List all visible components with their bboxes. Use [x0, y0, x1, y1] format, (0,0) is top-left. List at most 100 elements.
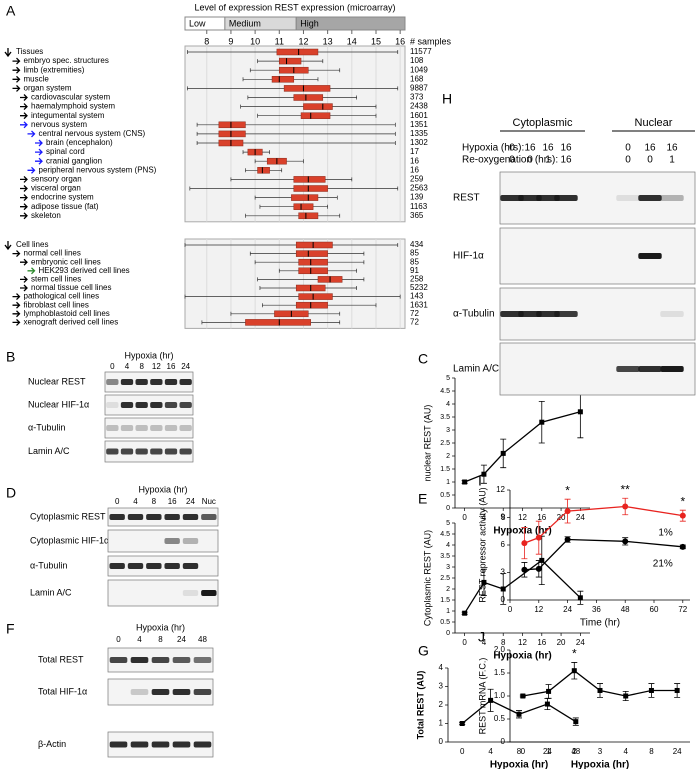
- y-tick-label: 0.5: [494, 714, 506, 723]
- band: [182, 563, 199, 569]
- condition-value: 0: [647, 155, 653, 166]
- band: [616, 195, 640, 201]
- x-tick-label: 0: [460, 747, 465, 756]
- panel-label: A: [6, 3, 16, 19]
- panel-label: C: [418, 351, 428, 367]
- band: [660, 311, 684, 317]
- band: [109, 514, 125, 520]
- sample-count: 2563: [410, 184, 428, 193]
- marker: [577, 595, 583, 601]
- row-label: normal cell lines: [24, 249, 81, 258]
- y-tick-label: 2.0: [494, 645, 506, 654]
- blot-frame: [107, 579, 219, 607]
- x-axis-label: Time (hr): [580, 618, 620, 629]
- arrow: [12, 75, 21, 83]
- x-tick-label: 0: [462, 638, 467, 647]
- arrow: [12, 84, 21, 92]
- marker: [462, 479, 468, 485]
- x-tick-label: 3: [598, 747, 603, 756]
- arrow: [35, 157, 43, 165]
- band: [172, 657, 191, 663]
- band: [106, 379, 119, 385]
- band: [106, 425, 119, 431]
- y-tick-label: 2: [446, 453, 450, 460]
- marker: [459, 721, 465, 726]
- band: [164, 379, 178, 385]
- marker: [564, 508, 571, 515]
- box: [218, 121, 246, 129]
- blot-frame: [104, 417, 194, 439]
- arrow: [20, 258, 28, 266]
- x-tick-label: 0: [462, 513, 467, 522]
- x-axis-label: Hypoxia (hr): [490, 760, 548, 769]
- y-tick-label: 1: [439, 719, 444, 728]
- band: [193, 657, 212, 663]
- box: [298, 212, 319, 220]
- y-tick-label: 0: [439, 737, 444, 746]
- box: [218, 130, 246, 138]
- sample-count: 1302: [410, 138, 428, 147]
- arrow: [20, 194, 28, 202]
- sample-count: 259: [410, 175, 424, 184]
- lane-label: 8: [158, 635, 163, 644]
- arrow: [20, 185, 28, 192]
- band: [660, 195, 684, 201]
- band: [150, 379, 163, 385]
- band: [135, 448, 148, 455]
- lane-label: 4: [133, 497, 138, 506]
- blot-title: Hypoxia (hr): [138, 484, 187, 494]
- marker: [544, 701, 550, 707]
- y-tick-label: 5: [446, 520, 450, 527]
- band: [179, 402, 192, 408]
- band: [146, 563, 162, 569]
- sample-count: 373: [410, 93, 424, 102]
- band: [193, 741, 212, 748]
- band: [127, 563, 144, 569]
- x-tick-label: 8: [649, 747, 654, 756]
- arrow: [20, 121, 28, 129]
- condition-value: 16: [666, 143, 678, 154]
- row-label: muscle: [24, 74, 50, 83]
- arrow: [27, 166, 36, 174]
- box: [276, 48, 319, 56]
- row-label: organ system: [24, 84, 72, 93]
- sample-count: 365: [410, 211, 424, 220]
- band: [150, 448, 163, 455]
- arrow: [4, 48, 12, 58]
- y-tick-label: 6: [501, 540, 506, 549]
- band: [130, 657, 149, 663]
- row-label: Cell lines: [16, 240, 48, 249]
- row-label: endocrine system: [31, 193, 94, 202]
- arrow: [12, 66, 21, 74]
- range-label: High: [300, 18, 319, 28]
- x-tick-label: 12: [518, 638, 527, 647]
- panel-label: E: [418, 491, 427, 507]
- y-tick-label: 4: [446, 542, 450, 549]
- marker: [500, 450, 506, 456]
- row-label: stem cell lines: [31, 275, 81, 284]
- y-axis-label: REST mRNA (F.C.): [477, 658, 487, 735]
- row-label: pathological cell lines: [24, 292, 100, 301]
- row-label: limb (extremities): [24, 65, 85, 74]
- x-tick-label: 20: [557, 638, 566, 647]
- x-axis-label: Hypoxia (hr): [493, 651, 551, 662]
- sample-count: 1601: [410, 111, 428, 120]
- y-tick-label: 0.5: [440, 492, 450, 499]
- y-tick-label: 1.0: [494, 691, 506, 700]
- annotation: *: [680, 494, 685, 508]
- band: [135, 402, 148, 408]
- band: [179, 425, 192, 431]
- band: [638, 195, 662, 201]
- arrow: [35, 148, 43, 156]
- marker: [564, 536, 571, 543]
- x-tick-label: 10: [250, 36, 260, 46]
- band: [120, 402, 134, 408]
- band: [179, 379, 192, 385]
- box: [271, 76, 295, 83]
- row-label: embryo spec. structures: [24, 56, 109, 65]
- arrow: [20, 175, 28, 183]
- y-tick-label: 3.5: [440, 553, 450, 560]
- blot-frame: [104, 371, 194, 393]
- arrow: [20, 94, 28, 101]
